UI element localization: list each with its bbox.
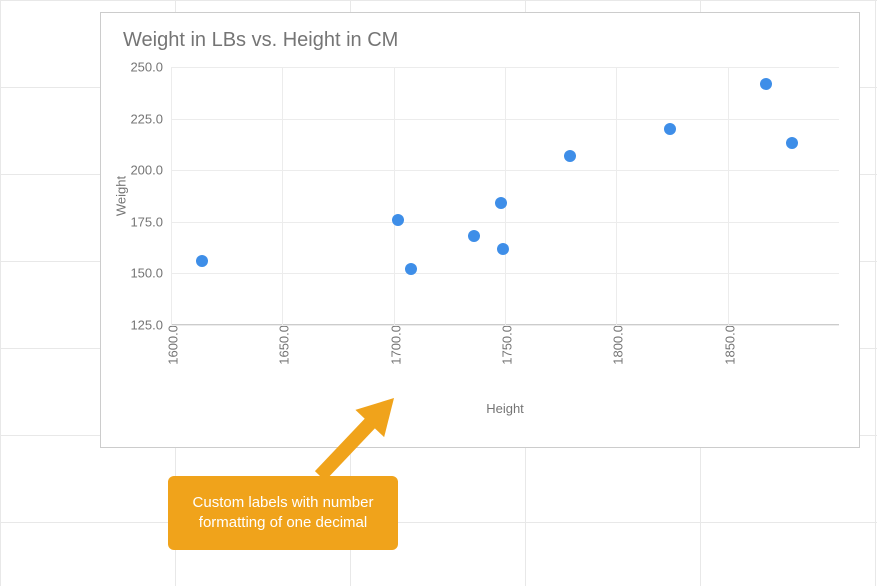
- callout-text: Custom labels with number formatting of …: [193, 493, 374, 534]
- chart-container: Weight in LBs vs. Height in CM 1600.0165…: [100, 12, 860, 448]
- data-point: [786, 137, 798, 149]
- chart-title: Weight in LBs vs. Height in CM: [123, 29, 398, 52]
- y-gridline: [171, 170, 839, 171]
- y-tick-label: 125.0: [130, 318, 171, 333]
- y-axis-title: Weight: [114, 176, 129, 216]
- data-point: [392, 214, 404, 226]
- data-point: [664, 123, 676, 135]
- x-tick-label: 1700.0: [384, 325, 403, 365]
- y-gridline: [171, 67, 839, 68]
- y-tick-label: 200.0: [130, 163, 171, 178]
- y-tick-label: 150.0: [130, 266, 171, 281]
- data-point: [495, 197, 507, 209]
- y-gridline: [171, 273, 839, 274]
- plot-area: 1600.01650.01700.01750.01800.01850.0125.…: [171, 67, 839, 325]
- data-point: [196, 255, 208, 267]
- x-axis-title: Height: [486, 401, 524, 416]
- x-tick-label: 1850.0: [718, 325, 737, 365]
- callout-line1: Custom labels with number: [193, 494, 374, 511]
- data-point: [497, 243, 509, 255]
- x-gridline: [616, 67, 617, 325]
- x-gridline: [728, 67, 729, 325]
- data-point: [760, 78, 772, 90]
- y-gridline: [171, 325, 839, 326]
- data-point: [405, 263, 417, 275]
- y-gridline: [171, 119, 839, 120]
- x-gridline: [282, 67, 283, 325]
- x-gridline: [394, 67, 395, 325]
- x-gridline: [171, 67, 172, 325]
- y-tick-label: 175.0: [130, 214, 171, 229]
- y-tick-label: 250.0: [130, 60, 171, 75]
- data-point: [564, 150, 576, 162]
- x-tick-label: 1650.0: [273, 325, 292, 365]
- y-tick-label: 225.0: [130, 111, 171, 126]
- x-tick-label: 1750.0: [496, 325, 515, 365]
- callout-line2: formatting of one decimal: [199, 514, 367, 531]
- data-point: [468, 230, 480, 242]
- x-gridline: [505, 67, 506, 325]
- y-gridline: [171, 222, 839, 223]
- callout-box: Custom labels with number formatting of …: [168, 476, 398, 550]
- x-tick-label: 1800.0: [607, 325, 626, 365]
